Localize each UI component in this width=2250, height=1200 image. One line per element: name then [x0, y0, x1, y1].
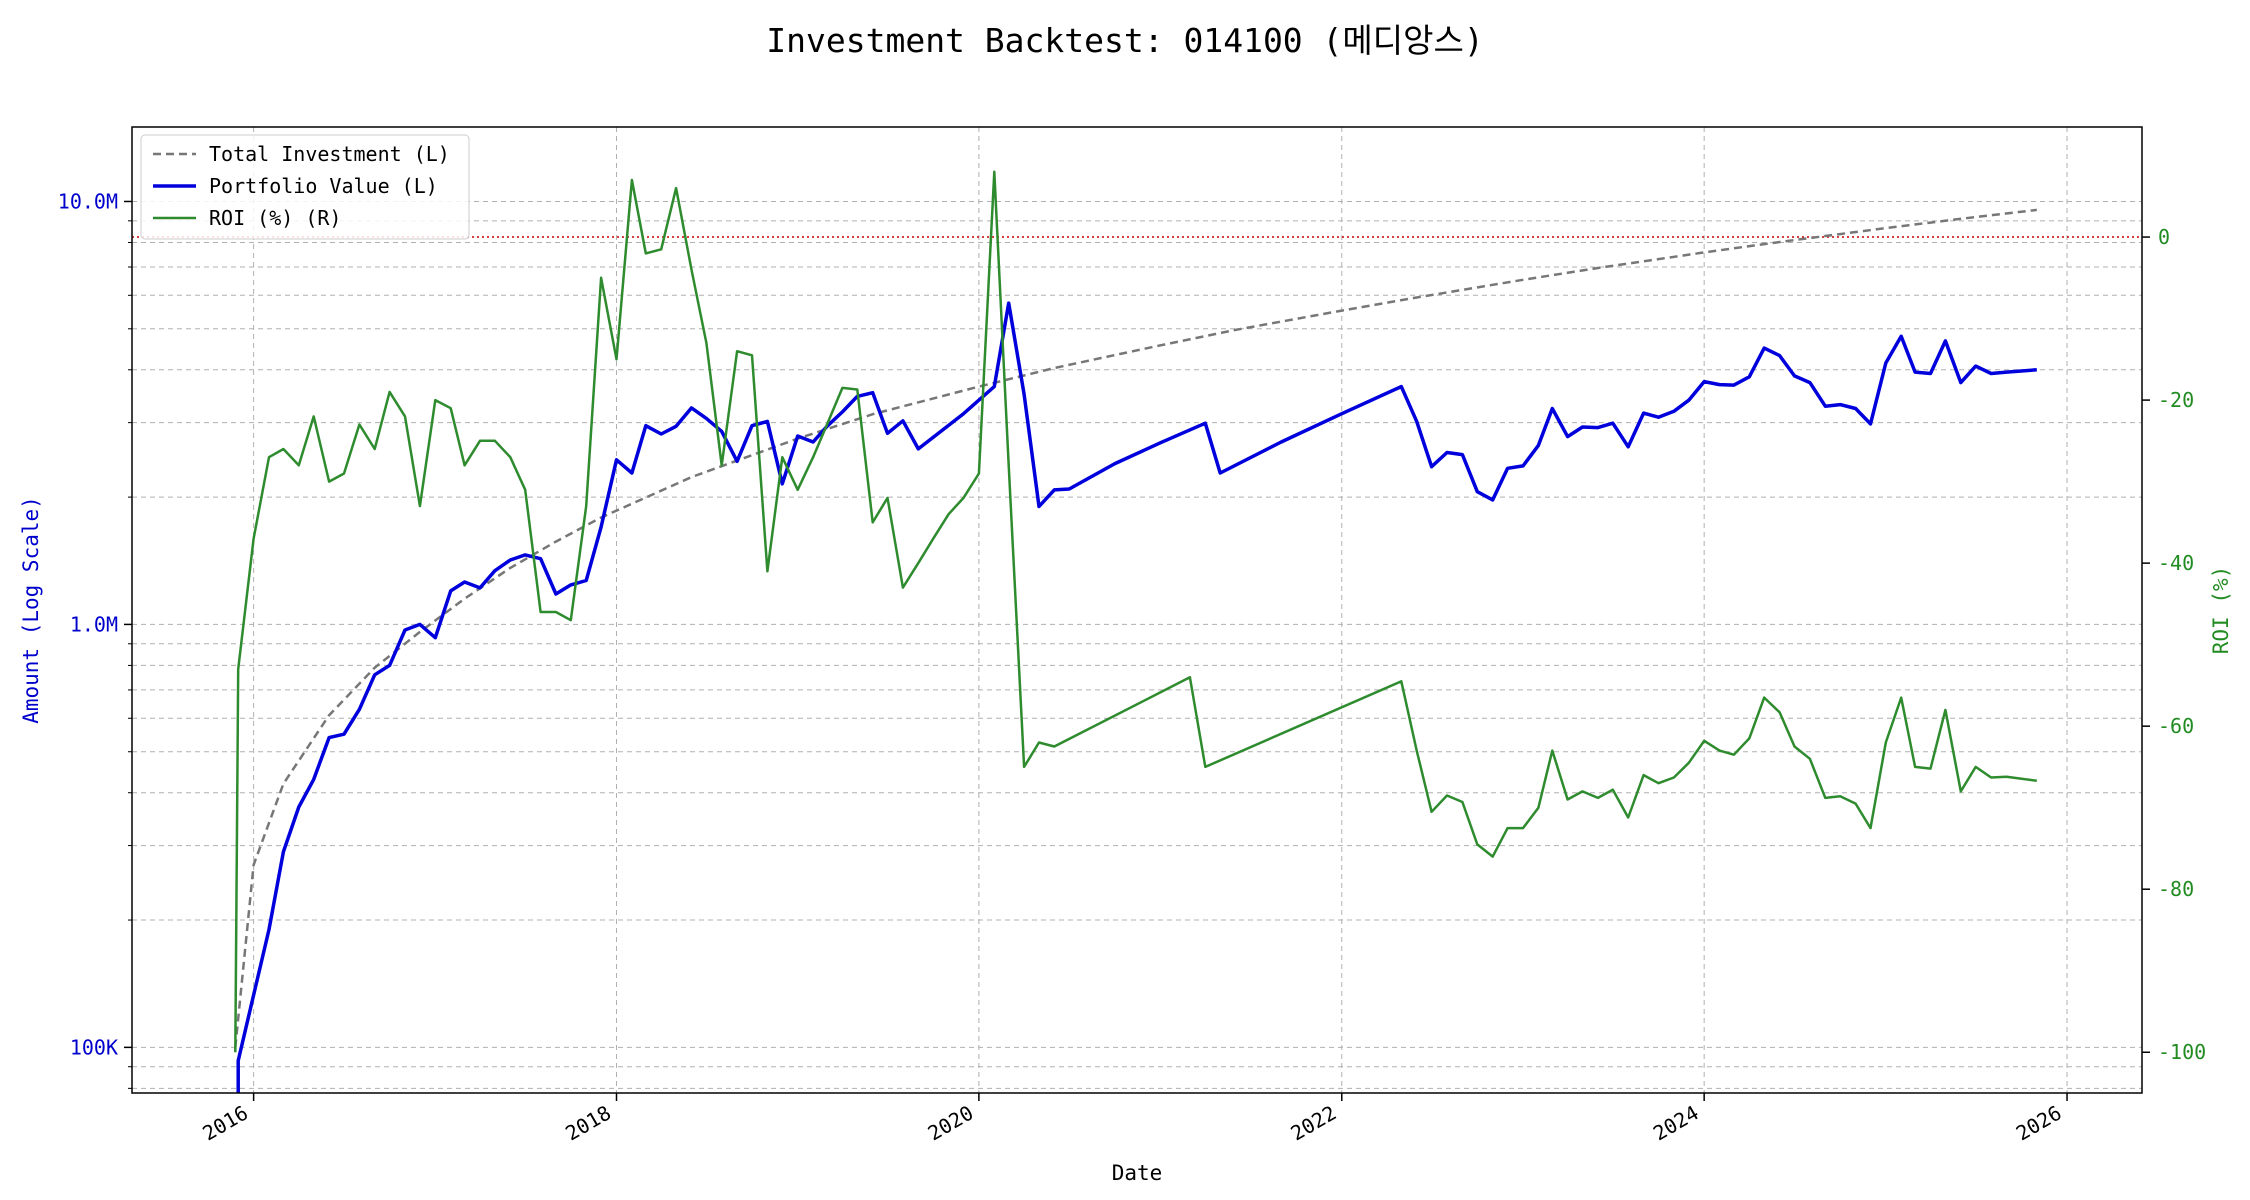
x-tick-label: 2020: [924, 1101, 978, 1146]
plot-frame: [131, 126, 2143, 1094]
legend-label-roi: ROI (%) (R): [209, 206, 341, 230]
roi-line: [234, 170, 2037, 1053]
right-tick-label: 0: [2158, 225, 2170, 249]
x-tick-label: 2018: [561, 1101, 615, 1146]
chart-title: Investment Backtest: 014100 (메디앙스): [766, 21, 1484, 60]
right-axis-label: ROI (%): [2209, 566, 2233, 655]
total-investment-line: [234, 208, 2037, 1048]
right-tick-label: -100: [2158, 1040, 2206, 1064]
left-axis-label: Amount (Log Scale): [19, 496, 43, 724]
right-tick-label: -20: [2158, 388, 2194, 412]
left-tick-label: 100K: [70, 1035, 118, 1059]
x-tick-label: 2026: [2012, 1101, 2066, 1146]
right-y-axis: 0 -20 -40 -60 -80 -100: [2142, 225, 2206, 1064]
legend-label-portfolio-value: Portfolio Value (L): [209, 174, 438, 198]
right-tick-label: -80: [2158, 877, 2194, 901]
x-tick-label: 2024: [1649, 1101, 1703, 1146]
legend-label-total-investment: Total Investment (L): [209, 142, 450, 166]
series-layer: [234, 170, 2037, 1093]
left-y-axis: 100K 1.0M 10.0M: [58, 189, 132, 1089]
left-tick-label: 10.0M: [58, 189, 118, 213]
x-axis: 2016 2018 2020 2022 2024 2026: [198, 1093, 2068, 1146]
x-axis-label: Date: [1112, 1161, 1163, 1185]
x-tick-label: 2022: [1287, 1101, 1341, 1146]
right-tick-label: -60: [2158, 714, 2194, 738]
x-tick-label: 2016: [198, 1101, 252, 1146]
portfolio-value-line: [236, 301, 2037, 1093]
legend: Total Investment (L) Portfolio Value (L)…: [140, 134, 470, 240]
right-tick-label: -40: [2158, 551, 2194, 575]
grid: [132, 127, 2142, 1093]
left-tick-label: 1.0M: [70, 612, 118, 636]
legend-box: [140, 134, 470, 240]
